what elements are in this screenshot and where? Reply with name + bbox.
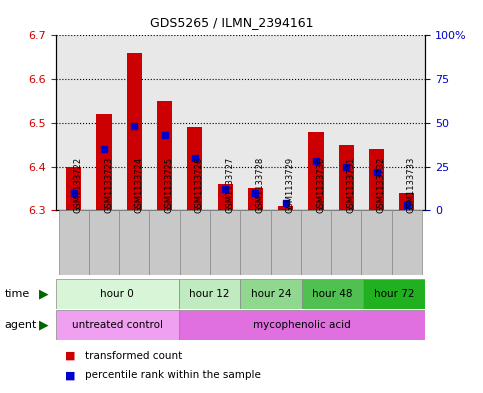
Text: transformed count: transformed count (85, 351, 182, 361)
Text: hour 48: hour 48 (313, 289, 353, 299)
Bar (369, 149, 384, 210)
Bar (339, 145, 354, 210)
Text: untreated control: untreated control (71, 320, 163, 330)
Text: hour 24: hour 24 (251, 289, 291, 299)
Text: hour 72: hour 72 (374, 289, 414, 299)
Bar (179, 279, 240, 309)
Text: GSM1133726: GSM1133726 (195, 157, 204, 213)
Text: time: time (5, 289, 30, 299)
Bar (241, 279, 302, 309)
Text: GSM1133724: GSM1133724 (134, 157, 143, 213)
Bar (89, 210, 119, 275)
Bar (119, 210, 149, 275)
Bar (210, 210, 241, 275)
Text: GSM1133730: GSM1133730 (316, 157, 325, 213)
Text: ▶: ▶ (39, 287, 48, 300)
Bar (302, 279, 364, 309)
Text: GSM1133722: GSM1133722 (74, 157, 83, 213)
Bar (56, 279, 179, 309)
Text: GSM1133729: GSM1133729 (286, 157, 295, 213)
Bar (399, 193, 414, 210)
Bar (364, 279, 425, 309)
Bar (127, 53, 142, 210)
Bar (241, 210, 270, 275)
Bar (149, 210, 180, 275)
Bar (217, 184, 233, 210)
Text: hour 0: hour 0 (100, 289, 134, 299)
Bar (361, 210, 392, 275)
Text: mycophenolic acid: mycophenolic acid (253, 320, 351, 330)
Bar (66, 167, 81, 210)
Bar (58, 210, 89, 275)
Bar (392, 210, 422, 275)
Bar (270, 210, 301, 275)
Bar (331, 210, 361, 275)
Text: agent: agent (5, 320, 37, 330)
Text: GSM1133731: GSM1133731 (346, 157, 355, 213)
Text: ▶: ▶ (39, 319, 48, 332)
Text: GSM1133733: GSM1133733 (407, 157, 416, 213)
Text: ■: ■ (65, 370, 76, 380)
Bar (179, 310, 425, 340)
Bar (180, 210, 210, 275)
Bar (56, 310, 179, 340)
Text: ■: ■ (65, 351, 76, 361)
Text: GDS5265 / ILMN_2394161: GDS5265 / ILMN_2394161 (150, 16, 313, 29)
Bar (248, 188, 263, 210)
Bar (157, 101, 172, 210)
Bar (187, 127, 202, 210)
Text: GSM1133723: GSM1133723 (104, 157, 113, 213)
Bar (97, 114, 112, 210)
Text: GSM1133725: GSM1133725 (165, 157, 173, 213)
Bar (309, 132, 324, 210)
Text: hour 12: hour 12 (189, 289, 230, 299)
Text: percentile rank within the sample: percentile rank within the sample (85, 370, 260, 380)
Bar (278, 206, 293, 210)
Text: GSM1133727: GSM1133727 (225, 157, 234, 213)
Text: GSM1133732: GSM1133732 (377, 157, 385, 213)
Text: GSM1133728: GSM1133728 (256, 157, 264, 213)
Bar (301, 210, 331, 275)
